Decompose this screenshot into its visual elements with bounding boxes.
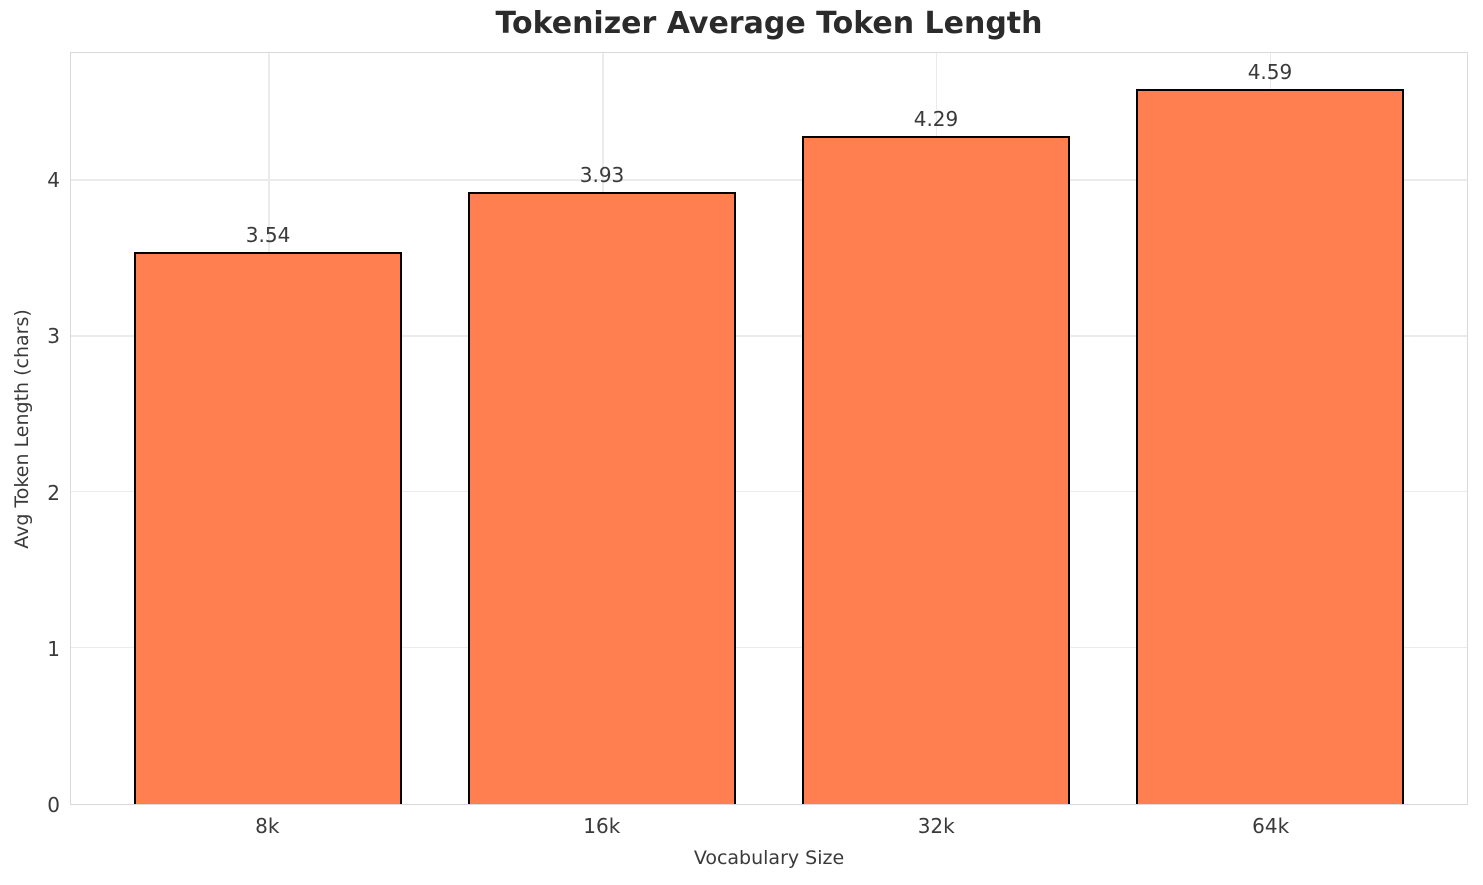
bar-value-label: 4.59 — [1247, 59, 1293, 84]
gridline-horizontal — [71, 490, 1467, 493]
y-tick-label: 4 — [47, 168, 60, 193]
chart-title: Tokenizer Average Token Length — [495, 6, 1043, 41]
y-tick-label: 3 — [47, 324, 60, 349]
gridline-horizontal — [71, 179, 1467, 181]
gridline-horizontal — [71, 335, 1467, 337]
y-axis-label: Avg Token Length (chars) — [11, 309, 33, 549]
x-tick-label-16k: 16k — [583, 814, 621, 838]
bar-32k — [802, 135, 1070, 804]
y-tick-label: 1 — [47, 636, 60, 661]
bar-8k — [134, 252, 402, 804]
bar-value-label: 4.29 — [913, 106, 959, 131]
x-tick-label-64k: 64k — [1252, 814, 1290, 838]
x-axis-label: Vocabulary Size — [693, 847, 845, 869]
bar-value-label: 3.54 — [245, 223, 291, 248]
gridline-horizontal — [71, 646, 1467, 649]
bar-value-label: 3.93 — [579, 162, 625, 187]
bar-64k — [1136, 88, 1404, 804]
plot-area: 3.54 3.93 4.29 4.59 — [70, 52, 1468, 805]
y-tick-label: 2 — [47, 480, 60, 505]
y-tick-label: 0 — [47, 793, 60, 817]
x-tick-label-32k: 32k — [917, 814, 955, 838]
x-tick-label-8k: 8k — [255, 814, 280, 838]
bar-16k — [468, 191, 736, 804]
